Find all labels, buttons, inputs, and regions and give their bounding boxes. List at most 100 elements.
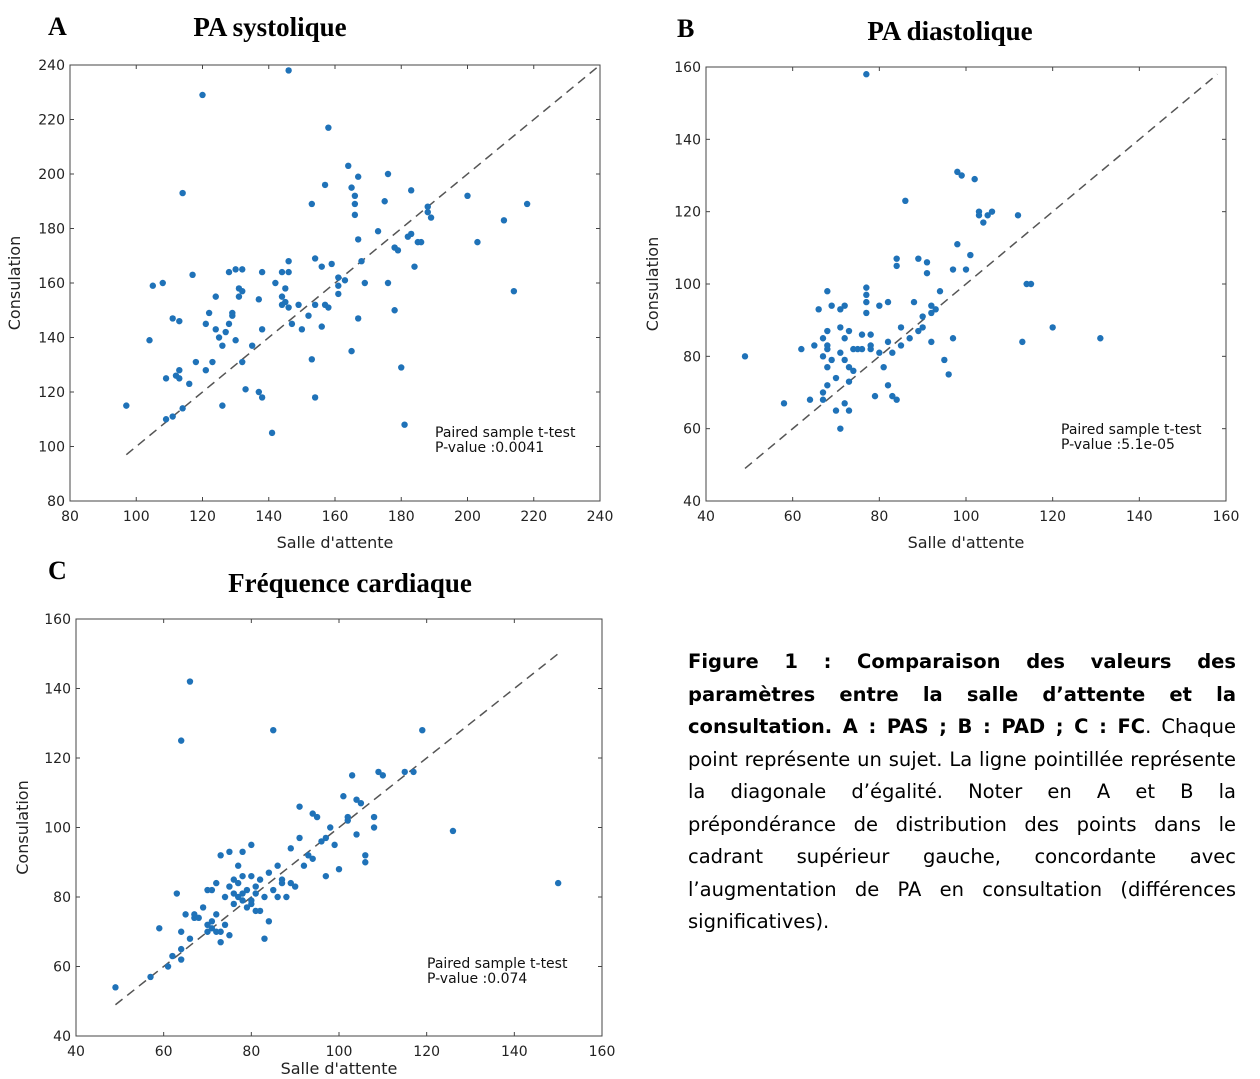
x-tick-label: 60	[784, 509, 802, 525]
x-tick-label: 120	[413, 1044, 440, 1060]
data-point	[832, 407, 840, 414]
data-point	[893, 262, 900, 270]
data-point	[258, 394, 266, 401]
data-point	[112, 984, 119, 991]
data-point	[340, 793, 347, 800]
data-point	[928, 338, 935, 346]
data-point	[221, 893, 229, 901]
data-point	[308, 356, 316, 363]
data-point	[225, 320, 233, 328]
x-tick-label: 140	[1126, 509, 1153, 525]
x-tick-label: 220	[520, 509, 547, 525]
chart-title-b: PA diastolique	[867, 16, 1033, 46]
x-tick-label: 100	[953, 509, 980, 525]
data-point	[863, 71, 870, 78]
data-point	[819, 353, 827, 360]
data-point	[311, 255, 319, 262]
data-point	[318, 263, 325, 270]
y-tick-label: 100	[674, 277, 701, 293]
data-point	[923, 259, 931, 266]
x-tick-label: 180	[388, 509, 415, 525]
data-point	[278, 293, 286, 300]
x-axis-label: Salle d'attente	[277, 533, 394, 552]
data-point	[351, 211, 359, 219]
data-point	[328, 260, 335, 268]
data-point	[841, 335, 848, 342]
x-tick-label: 160	[322, 509, 349, 525]
data-point	[164, 963, 172, 970]
y-tick-label: 200	[38, 167, 65, 183]
data-point	[417, 238, 425, 246]
data-point	[325, 304, 332, 311]
data-point	[208, 925, 216, 932]
x-tick-label: 140	[255, 509, 282, 525]
data-point	[213, 928, 220, 935]
data-point	[325, 124, 332, 131]
x-tick-label: 140	[501, 1044, 528, 1060]
data-point	[239, 848, 246, 856]
data-point	[335, 866, 343, 873]
data-point	[239, 287, 246, 295]
data-point	[362, 859, 369, 866]
stat-annotation: Paired sample t-test	[435, 425, 576, 441]
data-point	[919, 324, 926, 331]
data-point	[424, 203, 431, 210]
data-point	[296, 803, 303, 810]
data-point	[327, 824, 334, 831]
data-point	[272, 279, 279, 287]
x-tick-label: 240	[587, 509, 614, 525]
data-point	[798, 345, 805, 353]
data-point	[258, 326, 266, 333]
data-point	[837, 324, 844, 331]
data-point	[828, 356, 835, 364]
data-point	[156, 925, 163, 932]
data-point	[219, 402, 226, 409]
y-tick-label: 160	[38, 276, 65, 292]
panel-letter-a: A	[48, 12, 67, 41]
data-point	[811, 342, 818, 349]
y-tick-label: 40	[53, 1029, 71, 1045]
data-point	[384, 279, 392, 287]
data-point	[282, 285, 289, 292]
data-point	[863, 291, 870, 299]
data-point	[226, 932, 233, 939]
data-point	[845, 378, 853, 385]
data-point	[876, 349, 883, 356]
data-point	[828, 302, 835, 309]
data-point	[169, 315, 176, 322]
data-point	[398, 364, 405, 371]
data-point	[880, 363, 887, 371]
data-point	[176, 367, 183, 374]
data-point	[354, 315, 362, 322]
stat-annotation: P-value :0.0041	[435, 440, 544, 456]
data-point	[212, 293, 219, 300]
data-point	[208, 886, 216, 894]
data-point	[255, 296, 263, 303]
y-tick-label: 140	[44, 682, 71, 698]
data-point	[819, 389, 827, 396]
data-point	[209, 358, 216, 366]
data-point	[204, 886, 211, 894]
data-point	[295, 301, 302, 308]
data-point	[988, 208, 996, 215]
data-point	[208, 918, 216, 925]
data-point	[867, 331, 874, 338]
data-point	[871, 392, 879, 400]
data-point	[204, 921, 211, 928]
data-point	[941, 356, 948, 364]
data-point	[971, 175, 978, 183]
data-point	[318, 323, 325, 330]
data-point	[248, 841, 255, 849]
data-point	[889, 349, 896, 356]
data-point	[248, 900, 255, 908]
data-point	[1014, 212, 1022, 219]
data-point	[500, 217, 508, 224]
data-point	[321, 181, 329, 189]
data-point	[252, 890, 259, 897]
data-point	[313, 813, 321, 821]
data-point	[285, 258, 292, 265]
data-point	[217, 928, 224, 935]
data-point	[309, 855, 316, 862]
data-point	[1049, 324, 1056, 331]
